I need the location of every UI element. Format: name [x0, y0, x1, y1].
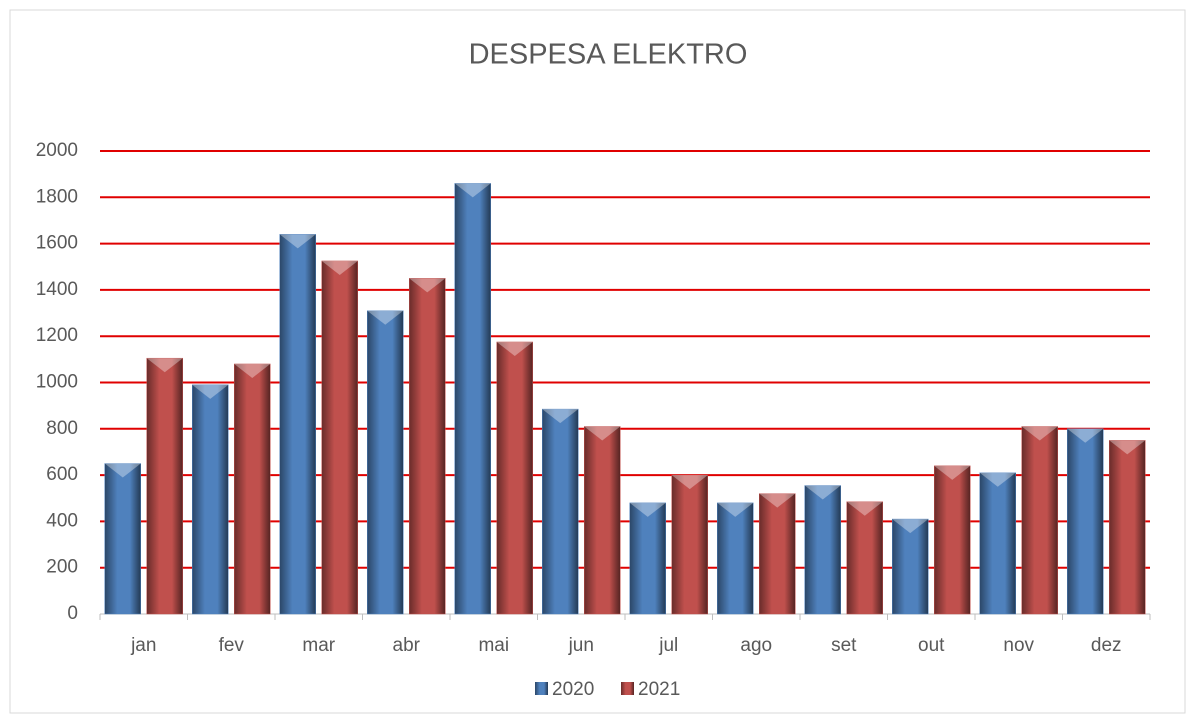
x-tick-label: jul — [658, 635, 678, 656]
bar-bevel — [1109, 440, 1146, 455]
x-tick-label: ago — [740, 635, 772, 656]
x-tick-label: mai — [478, 635, 509, 656]
bar-bevel — [934, 465, 971, 480]
legend-swatch — [621, 682, 634, 695]
bar-bevel — [1067, 428, 1104, 443]
bar-bevel — [454, 183, 491, 198]
x-tick-label: out — [918, 635, 945, 656]
bar — [146, 357, 183, 615]
bar — [629, 502, 666, 615]
bar — [584, 426, 621, 615]
bar — [367, 310, 404, 615]
bar — [1109, 440, 1146, 615]
bar — [542, 408, 579, 615]
bar — [671, 474, 708, 615]
y-tick-label: 600 — [46, 464, 78, 485]
y-tick-label: 1400 — [36, 279, 78, 300]
bar-bevel — [104, 463, 141, 478]
y-tick-label: 1800 — [36, 186, 78, 207]
x-tick-label: jan — [130, 635, 156, 656]
bar — [104, 463, 141, 615]
bar-bevel — [279, 234, 316, 249]
bar — [892, 518, 929, 615]
bar-bevel — [584, 426, 621, 441]
y-tick-label: 200 — [46, 557, 78, 578]
bar-bevel — [409, 278, 446, 293]
bar — [934, 465, 971, 615]
bar — [1067, 428, 1104, 615]
bar — [496, 341, 533, 615]
bar-bevel — [1021, 426, 1058, 441]
bar — [454, 183, 491, 615]
x-tick-label: nov — [1003, 635, 1034, 656]
y-tick-label: 1600 — [36, 233, 78, 254]
bar-bevel — [192, 384, 229, 399]
bar-bevel — [717, 502, 754, 517]
bar — [804, 485, 841, 615]
bar-bevel — [321, 260, 358, 275]
bar-bevel — [979, 472, 1016, 487]
bar — [321, 260, 358, 615]
y-tick-label: 800 — [46, 418, 78, 439]
bar-bevel — [671, 475, 708, 490]
bar — [1021, 426, 1058, 615]
bar-bevel — [804, 485, 841, 500]
legend-label: 2020 — [552, 679, 594, 700]
y-tick-label: 0 — [67, 603, 78, 624]
bar — [234, 363, 271, 615]
bar-bevel — [496, 341, 533, 356]
x-tick-label: mar — [302, 635, 335, 656]
y-tick-label: 400 — [46, 510, 78, 531]
x-tick-label: set — [831, 635, 857, 656]
bar-bevel — [892, 519, 929, 534]
bar-bevel — [629, 502, 666, 517]
bar — [759, 493, 796, 615]
y-tick-label: 1000 — [36, 372, 78, 393]
y-tick-label: 1200 — [36, 325, 78, 346]
bar-bevel — [759, 493, 796, 508]
legend-label: 2021 — [638, 679, 680, 700]
bar-bevel — [846, 501, 883, 516]
bar — [279, 234, 316, 615]
x-tick-label: abr — [393, 635, 421, 656]
chart-title: DESPESA ELEKTRO — [469, 39, 748, 71]
bar-bevel — [234, 363, 271, 378]
x-tick-label: dez — [1091, 635, 1122, 656]
bar — [717, 502, 754, 615]
legend-swatch — [535, 682, 548, 695]
y-tick-label: 2000 — [36, 140, 78, 161]
bar — [979, 472, 1016, 615]
bar-bevel — [367, 310, 404, 325]
bar — [409, 278, 446, 615]
bar-bevel — [146, 358, 183, 373]
bar — [846, 501, 883, 615]
bar-bevel — [542, 409, 579, 424]
x-tick-label: jun — [568, 635, 594, 656]
bar — [192, 384, 229, 615]
x-tick-label: fev — [219, 635, 245, 656]
